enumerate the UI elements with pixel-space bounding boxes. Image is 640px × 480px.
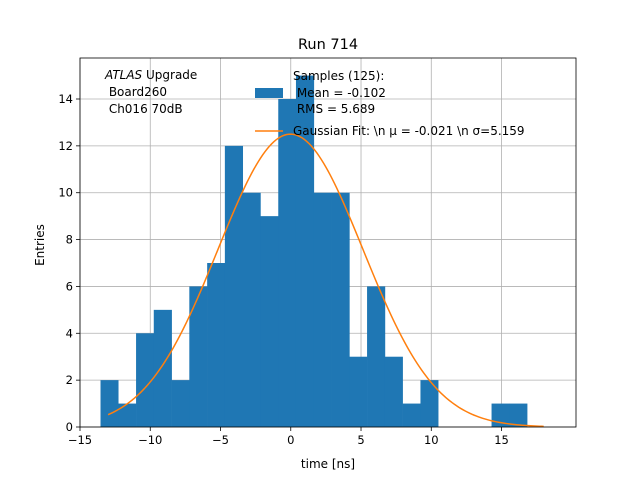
histogram-bar-11 xyxy=(295,75,315,428)
annotation-line-1: ATLAS Upgrade xyxy=(104,68,197,82)
histogram-bar-18 xyxy=(420,380,439,427)
y-tick-label-2: 4 xyxy=(66,326,73,340)
histogram-bar-13 xyxy=(331,192,350,427)
y-tick-label-6: 12 xyxy=(58,139,73,153)
axes xyxy=(79,57,577,428)
histogram-bar-14 xyxy=(349,356,368,427)
y-tick-label-5: 10 xyxy=(58,186,73,200)
y-axis-label: Entries xyxy=(33,224,47,266)
histogram-bar-2 xyxy=(136,333,155,427)
y-tick-label-1: 2 xyxy=(66,373,73,387)
y-tick-label-3: 6 xyxy=(66,279,73,293)
legend-fit-label: Gaussian Fit: \n μ = -0.021 \n σ=5.159 xyxy=(293,124,525,138)
histogram-bar-10 xyxy=(278,99,297,427)
annotation-line-3: Ch016 70dB xyxy=(105,102,183,116)
histogram-bars xyxy=(100,75,528,428)
y-tick-label-0: 0 xyxy=(66,420,73,434)
x-tick-label-1: −10 xyxy=(138,433,162,447)
histogram-bar-15 xyxy=(367,286,386,427)
x-tick-label-0: −15 xyxy=(68,433,92,447)
histogram-bar-7 xyxy=(224,145,244,427)
fit-curve-group xyxy=(107,133,544,428)
histogram-bar-1 xyxy=(118,403,137,427)
x-tick-label-3: 0 xyxy=(287,433,294,447)
axes-frame xyxy=(79,57,577,428)
histogram-bar-12 xyxy=(313,192,332,427)
legend-samples-label: Samples (125): xyxy=(293,69,384,83)
x-tick-label-5: 10 xyxy=(424,433,439,447)
gaussian-fit-line xyxy=(107,133,544,428)
histogram-bar-5 xyxy=(189,286,208,427)
legend-mean-label: Mean = -0.102 xyxy=(293,86,386,100)
legend-samples-swatch xyxy=(255,88,283,98)
annotation-line-2: Board260 xyxy=(105,85,167,99)
annotation-text: ATLAS Upgrade Board260 Ch016 70dB xyxy=(104,68,197,116)
histogram-bar-3 xyxy=(153,309,172,427)
legend-rms-label: RMS = 5.689 xyxy=(293,102,375,116)
histogram-bar-4 xyxy=(171,380,190,427)
histogram-bar-23 xyxy=(509,403,528,427)
histogram-bar-6 xyxy=(207,263,226,427)
histogram-bar-16 xyxy=(384,356,403,427)
x-tick-label-6: 15 xyxy=(494,433,509,447)
x-tick-label-2: −5 xyxy=(212,433,229,447)
legend: Samples (125): Mean = -0.102 RMS = 5.689… xyxy=(255,69,525,138)
histogram-bar-9 xyxy=(260,216,279,427)
histogram-bar-8 xyxy=(242,192,261,427)
histogram-bar-17 xyxy=(402,403,421,427)
y-tick-label-4: 8 xyxy=(66,233,73,247)
annotation-upgrade: Upgrade xyxy=(142,68,197,82)
chart-title: Run 714 xyxy=(298,37,358,53)
histogram-bar-0 xyxy=(100,380,119,427)
y-tick-label-7: 14 xyxy=(58,92,73,106)
ticks: −15 −10 −5 0 5 10 15 0 2 4 6 8 10 12 14 xyxy=(58,92,508,447)
x-tick-label-4: 5 xyxy=(357,433,364,447)
x-axis-label: time [ns] xyxy=(301,457,355,471)
annotation-atlas: ATLAS xyxy=(104,68,143,82)
